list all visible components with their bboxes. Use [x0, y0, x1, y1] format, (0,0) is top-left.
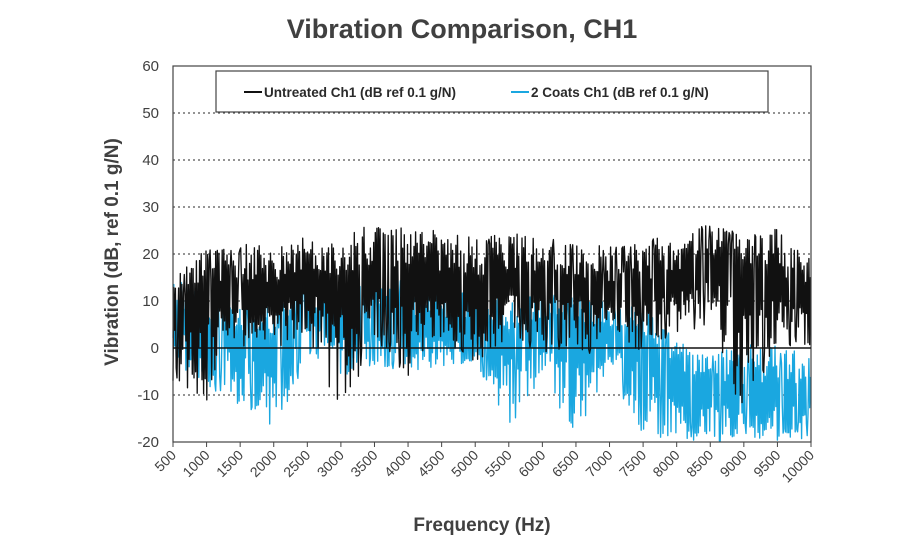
- x-tick-label: 4500: [414, 447, 447, 480]
- y-tick-label: 30: [142, 199, 159, 216]
- x-tick-label: 2500: [280, 447, 313, 480]
- y-tick-label: -20: [137, 434, 159, 451]
- x-tick-labels: 500 1000 1500 2000 2500 3000 3500 4000 4500 5000 5…: [151, 442, 817, 486]
- x-tick-label: 3000: [314, 447, 347, 480]
- y-tick-label: -10: [137, 387, 159, 404]
- legend: Untreated Ch1 (dB ref 0.1 g/N) 2 Coats C…: [215, 70, 769, 113]
- x-tick-label: 1500: [213, 447, 246, 480]
- x-axis-title: Frequency (Hz): [413, 515, 550, 536]
- y-tick-label: 20: [142, 246, 159, 263]
- legend-label-2-coats: 2 Coats Ch1 (dB ref 0.1 g/N): [531, 85, 709, 100]
- x-tick-label: 7000: [582, 447, 615, 480]
- x-tick-label: 5500: [482, 447, 515, 480]
- x-tick-label: 9000: [717, 447, 750, 480]
- x-tick-label: 6000: [515, 447, 548, 480]
- y-tick-label: 50: [142, 105, 159, 122]
- y-tick-label: 10: [142, 293, 159, 310]
- x-tick-label: 5000: [448, 447, 481, 480]
- y-tick-label: 40: [142, 152, 159, 169]
- x-tick-label: 6500: [549, 447, 582, 480]
- legend-label-untreated: Untreated Ch1 (dB ref 0.1 g/N): [264, 85, 456, 100]
- x-tick-label: 2000: [247, 447, 280, 480]
- series-layer: [172, 225, 812, 442]
- x-tick-label: 7500: [616, 447, 649, 480]
- x-tick-label: 1000: [179, 447, 212, 480]
- y-tick-label: 0: [151, 340, 159, 357]
- x-tick-label: 3500: [347, 447, 380, 480]
- x-tick-label: 8500: [683, 447, 716, 480]
- legend-box: [215, 70, 769, 113]
- chart-title: Vibration Comparison, CH1: [287, 14, 638, 44]
- y-axis-title: Vibration (dB, ref 0.1 g/N): [102, 138, 123, 366]
- y-tick-label: 60: [142, 58, 159, 75]
- x-tick-label: 8000: [649, 447, 682, 480]
- x-tick-label: 10000: [778, 447, 817, 486]
- y-tick-labels: -20 -10 0 10 20 30 40 50 60: [137, 58, 159, 451]
- plot-frame: [172, 65, 812, 443]
- x-tick-label: 4000: [381, 447, 414, 480]
- series-untreated-line: [172, 225, 812, 404]
